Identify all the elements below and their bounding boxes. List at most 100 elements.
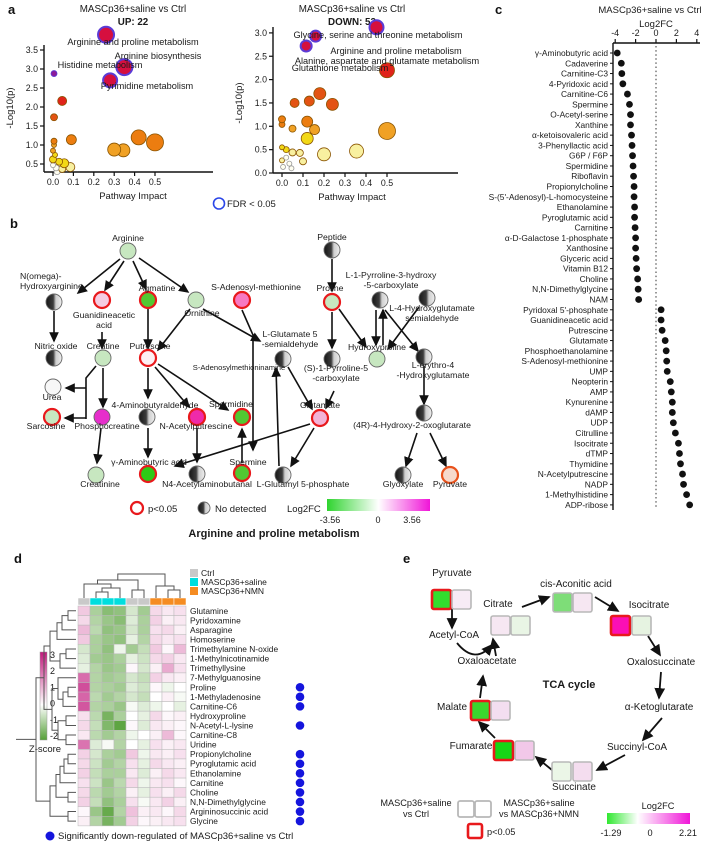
heatmap-cell: [101, 720, 115, 731]
heatmap-cell: [77, 663, 91, 674]
log2fc-dot: [668, 409, 676, 416]
pathway-arrow: [157, 308, 191, 352]
node-label: Ornithine: [184, 308, 219, 318]
panel-b-pathway-diagram: Arginine Peptide N(omega)-Hydroxyarginine G…: [20, 232, 475, 540]
panel-a-left-bubble-plot: MASCp36+saline vs Ctrl UP: 22 0.5 1.0 1.5 2.0…: [5, 4, 213, 202]
log2fc-square: [552, 592, 573, 613]
plot-title: MASCp36+saline vs Ctrl: [80, 4, 186, 15]
heatmap-cell: [125, 624, 139, 635]
column-dendrogram-branch: [155, 585, 175, 598]
metabolite-node-s-adenosyl-methionine: [232, 290, 252, 310]
metabolite-label: N-Acetylputrescine: [538, 469, 609, 479]
scatter-point: [102, 72, 119, 89]
heatmap-cell: [101, 663, 115, 674]
heatmap-cell: [113, 615, 127, 626]
heatmap-cell: [113, 777, 127, 788]
pathway-arrow: [404, 432, 418, 468]
legend-comp1-line2: vs Ctrl: [403, 809, 429, 819]
y-tick-label: 0.0: [255, 168, 267, 178]
column-dendrogram-branch: [131, 589, 145, 598]
pathway-arrow: [202, 308, 262, 342]
metabolite-label: Carnitine-C6: [561, 89, 608, 99]
x-tick-label: 0.4: [360, 178, 372, 188]
heatmap-cell: [89, 643, 103, 655]
heatmap-cell: [125, 796, 139, 808]
tca-node-label: cis-Aconitic acid: [540, 579, 612, 590]
log2fc-square: [572, 592, 593, 613]
metabolite-label: Spermine: [572, 99, 608, 109]
log2fc-square: [430, 588, 453, 611]
metabolite-label: O-Acetyl-serine: [550, 110, 608, 120]
heatmap-cell: [125, 816, 139, 827]
panel-c-log2fc-dot-plot: MASCp36+saline vs Ctrl Log2FC -4 -2 0 2 4 γ-Ami…: [489, 5, 702, 510]
heatmap-cell: [125, 672, 139, 683]
node-label: L-Glutamate 5: [262, 329, 317, 339]
pathway-arrow: [93, 427, 103, 465]
y-tick-label: 3.0: [255, 28, 267, 38]
heatmap-cell: [77, 672, 91, 683]
heatmap-cell: [89, 787, 103, 798]
zscore-tick-label: 2: [50, 666, 55, 676]
heatmap-row-label: Homoserine: [190, 634, 235, 644]
scatter-point: [115, 58, 134, 77]
heatmap-cell: [125, 777, 139, 788]
heatmap-cell: [137, 682, 151, 693]
heatmap-cell: [149, 691, 163, 702]
log2fc-dot: [631, 213, 638, 221]
metabolite-label: G6P / F6P: [569, 151, 608, 161]
row-dendrogram-branch: [67, 686, 76, 698]
heatmap-cell: [173, 796, 187, 808]
heatmap-cell: [125, 701, 139, 712]
log2fc-dot: [632, 255, 640, 262]
metabolite-label: Choline: [580, 274, 609, 284]
group-legend-label: MASCp36+NMN: [201, 586, 264, 596]
heatmap-row-label: Proline: [190, 682, 216, 692]
metabolite-node-l-glutamyl-5-phosphate: [274, 466, 292, 484]
heatmap-row-label: Carnitine-C8: [190, 730, 237, 740]
x-tick-label: 2: [674, 28, 679, 38]
node-label: Urea: [43, 392, 62, 402]
log2fc-dot: [629, 152, 636, 160]
heatmap-cell: [113, 796, 127, 808]
heatmap-cell: [77, 615, 91, 626]
log2fc-dot: [627, 121, 634, 129]
node-label: 4-Aminobutyraldehyde: [112, 400, 199, 410]
x-tick-label: 4: [694, 28, 699, 38]
heatmap-cell: [149, 615, 163, 626]
metabolite-node-nitric-oxide: [45, 349, 63, 367]
heatmap-cell: [173, 634, 187, 645]
heatmap-cell: [101, 701, 115, 712]
log2fc-dot: [657, 316, 665, 324]
significant-dot: [295, 769, 305, 778]
log2fc-dot: [633, 265, 641, 273]
x-tick-label: 0.1: [67, 177, 79, 187]
pathway-arrow: [241, 309, 258, 452]
metabolite-node-n-omega-hydroxyarginine: [45, 293, 63, 311]
heatmap-cell: [173, 653, 187, 664]
heatmap-cell: [113, 653, 127, 664]
heatmap-cell: [161, 796, 175, 808]
log2fc-dot: [667, 388, 675, 396]
legend-comp2-line1: MASCp36+saline: [503, 798, 574, 808]
node-label: -carboxylate: [312, 373, 359, 383]
scatter-point: [309, 124, 320, 135]
heatmap-cell: [89, 672, 103, 683]
heatmap-cell: [113, 643, 127, 655]
log2fc-square: [572, 761, 593, 782]
tca-node-label: Malate: [437, 702, 467, 713]
scatter-point: [288, 124, 297, 133]
heatmap-cell: [137, 701, 151, 712]
panel-b-title: Arginine and proline metabolism: [188, 528, 359, 540]
log2fc-square: [631, 615, 652, 636]
log2fc-dot: [662, 347, 670, 355]
tca-arrow: [641, 717, 663, 742]
group-legend-swatch: [190, 578, 198, 586]
metabolite-label: 1-Methylhistidine: [545, 490, 608, 500]
significant-dot: [295, 682, 305, 692]
metabolite-node-creatinine: [87, 466, 105, 484]
heatmap-row-label: Glutamine: [190, 606, 229, 616]
scatter-point: [280, 164, 286, 170]
tca-node-label: Pyruvate: [432, 568, 472, 579]
tca-node-label: α-Ketoglutarate: [625, 702, 694, 713]
panel-d-label: d: [14, 551, 22, 566]
